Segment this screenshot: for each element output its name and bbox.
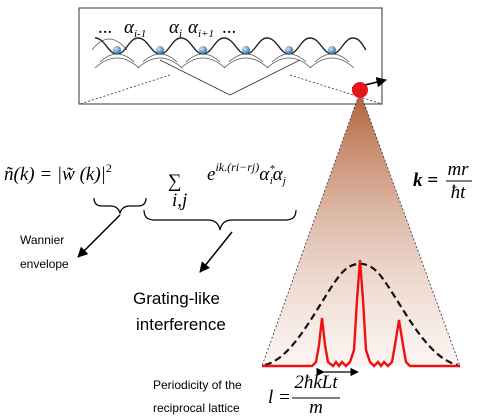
- l-relation: l =: [268, 387, 291, 408]
- sum-sign: ∑: [168, 171, 182, 192]
- ellipsis: ...: [98, 17, 112, 38]
- sum-index: i,j: [172, 190, 187, 211]
- arrow: [78, 215, 120, 257]
- label: Periodicity of the: [153, 378, 242, 392]
- equation-tail: eik.(ri−rj)α*iαj: [207, 160, 286, 187]
- label: interference: [136, 315, 226, 334]
- l-denominator: m: [309, 397, 323, 418]
- l-numerator: 2ħkLt: [294, 372, 338, 393]
- equation: ñ(k) = |w̃ (k)|2: [4, 161, 112, 185]
- k-numerator: mr: [447, 159, 469, 180]
- k-relation: k =: [413, 170, 438, 191]
- expansion-cone: [262, 92, 460, 366]
- brace: [144, 210, 296, 230]
- arrow: [200, 232, 232, 272]
- figure: ... αi-1 αi αi+1 ... ñ(k) = |w̃ (k)|2 ∑ …: [0, 0, 479, 418]
- atom-cloud: [352, 82, 368, 98]
- label: Wannier: [20, 233, 64, 247]
- label: envelope: [20, 257, 69, 271]
- ellipsis: ...: [222, 17, 236, 38]
- brace: [94, 198, 146, 213]
- label: Grating-like: [133, 289, 220, 308]
- label: reciprocal lattice: [153, 401, 240, 415]
- k-denominator: ħt: [451, 182, 467, 203]
